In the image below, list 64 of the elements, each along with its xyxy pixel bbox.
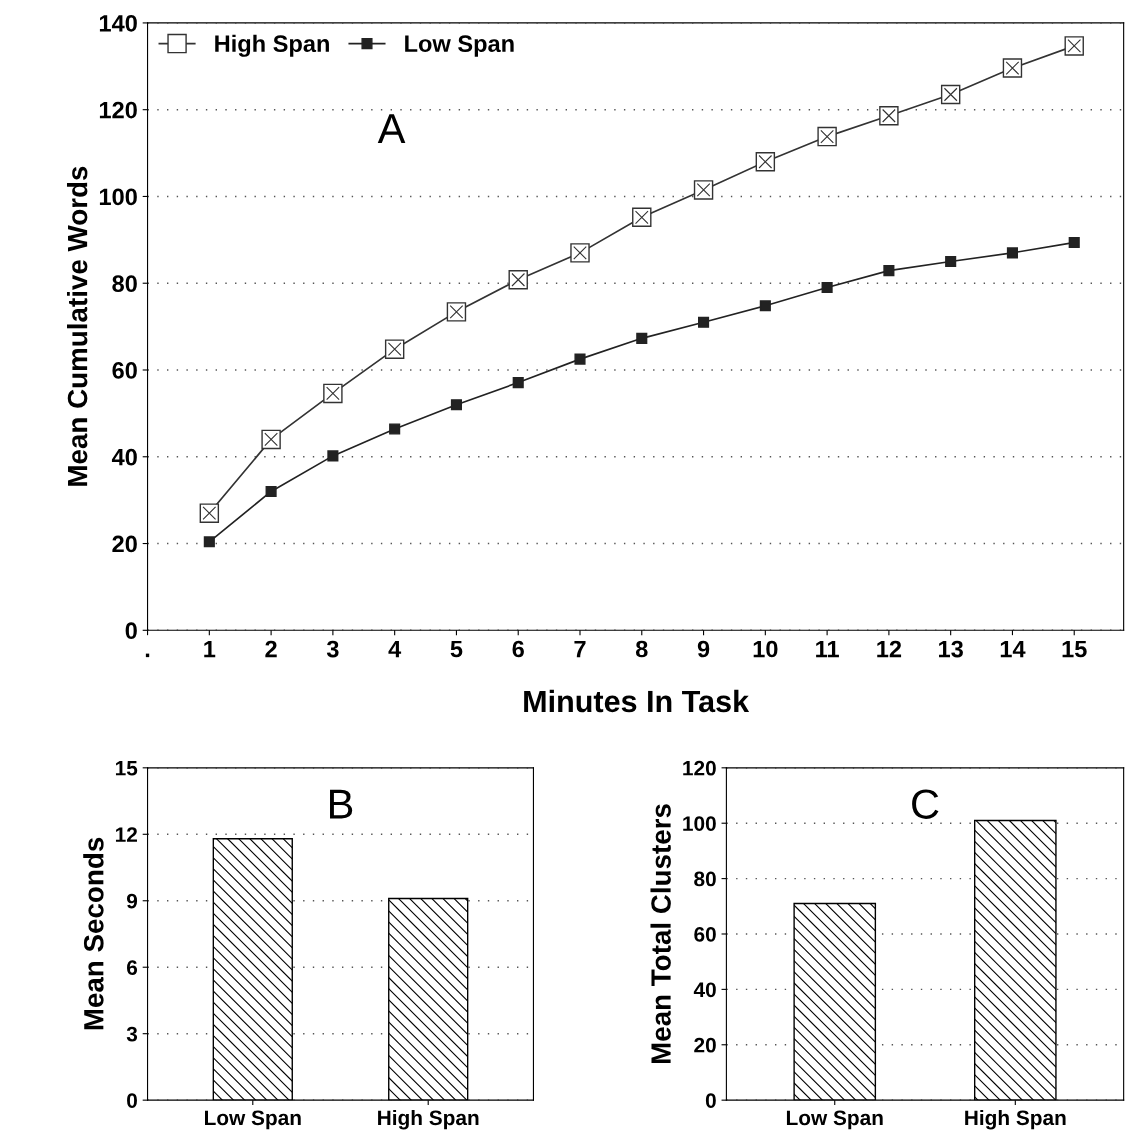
- point: [1068, 236, 1080, 249]
- x-tick-label: High Span: [378, 1109, 479, 1130]
- point: [945, 255, 957, 268]
- y-tick-label: 60: [112, 362, 137, 379]
- y-tick-label: 20: [112, 535, 137, 553]
- x-tick-label: 5: [450, 640, 463, 658]
- y-tick-label: 0: [127, 1093, 137, 1108]
- y-tick-label: 40: [111, 448, 137, 466]
- x-tick-label: 15: [1062, 640, 1087, 658]
- point: [327, 450, 339, 462]
- x-tick-label: 7: [574, 640, 586, 658]
- point: [759, 300, 771, 312]
- legend-label: Low Span: [405, 35, 514, 57]
- y-tick-label: 0: [125, 622, 137, 640]
- x-tick-label: 14: [1000, 640, 1026, 658]
- point: [883, 265, 895, 277]
- x-tick-label: Low Span: [786, 1110, 883, 1130]
- y-tick-label: 80: [112, 275, 137, 293]
- point: [1006, 247, 1019, 259]
- y-tick-label: 3: [126, 1026, 138, 1042]
- y-tick-label: 6: [127, 960, 138, 975]
- point: [512, 377, 524, 389]
- x-tick-label: 4: [388, 640, 402, 658]
- point: [821, 282, 833, 294]
- y-tick-label: 60: [694, 926, 716, 942]
- x-tick-label: 13: [939, 640, 963, 658]
- y-tick-label: 12: [115, 827, 137, 842]
- x-tick-label: Low Span: [205, 1110, 301, 1130]
- y-tick-label: 120: [683, 760, 716, 776]
- point: [574, 353, 586, 365]
- y-tick-label: 15: [115, 761, 138, 776]
- x-tick-label: 11: [816, 640, 839, 658]
- x-axis-title: Minutes In Task: [524, 689, 750, 713]
- x-tick-label: High Span: [965, 1109, 1066, 1130]
- x-tick-label: .: [145, 653, 150, 658]
- x-tick-label: 6: [512, 640, 524, 658]
- point: [698, 316, 710, 328]
- x-tick-label: 8: [635, 640, 648, 658]
- x-tick-label: 1: [204, 640, 216, 658]
- y-tick-label: 9: [126, 893, 138, 909]
- y-axis-title: Mean Cumulative Words: [66, 166, 88, 486]
- point: [450, 399, 462, 411]
- point: [203, 536, 215, 548]
- point: [636, 332, 648, 344]
- annotation: A: [377, 114, 406, 144]
- y-tick-label: 140: [99, 14, 137, 32]
- y-axis-title: Mean Seconds: [83, 837, 104, 1030]
- y-tick-label: 0: [705, 1093, 716, 1108]
- x-tick-label: 10: [753, 640, 778, 658]
- point: [389, 423, 401, 435]
- x-tick-label: 3: [326, 640, 339, 658]
- annotation: C: [912, 789, 939, 819]
- y-tick-label: 80: [694, 871, 716, 887]
- y-tick-label: 120: [99, 101, 137, 119]
- y-tick-label: 100: [99, 188, 137, 206]
- y-tick-label: 20: [694, 1037, 716, 1053]
- legend-label: High Span: [215, 34, 329, 57]
- y-axis-title: Mean Total Clusters: [650, 804, 671, 1064]
- x-tick-label: 2: [265, 640, 277, 658]
- annotation: B: [330, 789, 353, 819]
- y-tick-label: 100: [683, 816, 716, 831]
- x-tick-label: 12: [877, 640, 902, 658]
- y-tick-label: 40: [693, 982, 716, 998]
- point: [265, 485, 277, 498]
